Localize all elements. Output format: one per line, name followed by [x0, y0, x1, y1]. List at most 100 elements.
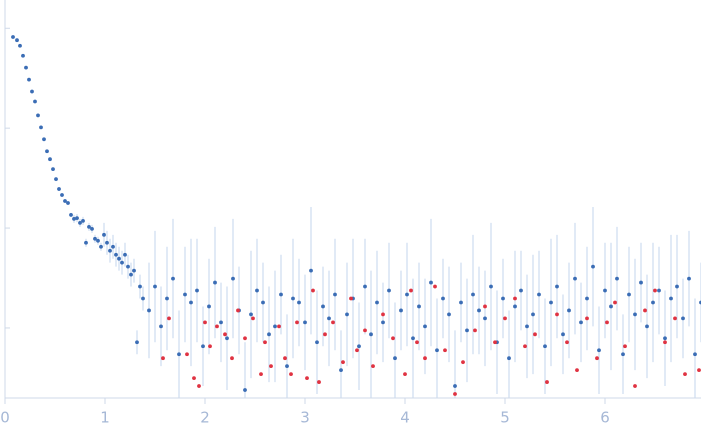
data-point — [595, 356, 599, 361]
data-point — [135, 340, 139, 345]
data-point — [651, 300, 655, 305]
data-point — [207, 304, 211, 309]
data-point — [45, 149, 49, 154]
data-point — [409, 288, 413, 293]
data-point — [197, 384, 201, 388]
data-point — [453, 392, 457, 396]
data-point — [483, 304, 487, 309]
data-point — [681, 316, 685, 321]
data-point — [236, 308, 240, 313]
data-point — [423, 324, 427, 329]
data-point — [355, 348, 359, 353]
data-point — [693, 352, 697, 357]
data-point — [289, 372, 293, 377]
data-point — [545, 380, 549, 384]
data-point — [443, 348, 447, 353]
data-point — [117, 256, 121, 261]
data-point — [415, 340, 419, 345]
data-point — [507, 356, 511, 361]
data-point — [609, 304, 613, 309]
data-point — [249, 312, 253, 317]
data-point — [279, 292, 283, 297]
data-point — [189, 300, 193, 305]
data-point — [591, 264, 595, 269]
data-point — [263, 340, 267, 345]
data-point — [339, 368, 343, 373]
data-point — [375, 300, 379, 305]
data-point — [183, 292, 187, 297]
data-point — [69, 213, 73, 217]
data-point — [345, 312, 349, 317]
data-point — [219, 320, 223, 325]
data-point — [585, 296, 589, 301]
data-point — [615, 276, 619, 281]
data-point — [603, 288, 607, 293]
data-point — [657, 288, 661, 293]
data-point — [33, 99, 37, 104]
data-point — [323, 332, 327, 337]
data-point — [185, 352, 189, 357]
data-point — [653, 288, 657, 293]
data-point — [167, 316, 171, 321]
data-point — [573, 276, 577, 281]
data-point — [315, 340, 319, 345]
data-point — [675, 284, 679, 289]
data-point — [381, 312, 385, 317]
data-point — [633, 312, 637, 317]
data-point — [435, 348, 439, 353]
data-point — [54, 177, 58, 182]
data-point — [93, 236, 97, 241]
data-point — [327, 316, 331, 321]
data-point — [60, 193, 64, 197]
data-point — [381, 320, 385, 325]
data-point — [129, 272, 133, 277]
data-point — [132, 268, 136, 273]
data-point — [403, 372, 407, 377]
data-point — [84, 240, 88, 245]
data-point — [643, 308, 647, 313]
data-point — [177, 352, 181, 357]
data-point — [18, 43, 22, 48]
data-point — [363, 328, 367, 333]
data-point — [208, 344, 212, 349]
data-point — [75, 216, 79, 221]
data-point — [391, 336, 395, 341]
data-point — [321, 304, 325, 309]
data-point — [597, 348, 601, 353]
data-point — [87, 224, 91, 229]
data-point — [561, 332, 565, 337]
data-point — [683, 372, 687, 377]
data-point — [411, 336, 415, 341]
data-point — [231, 276, 235, 281]
data-point — [27, 77, 31, 82]
data-point — [453, 384, 457, 388]
data-point — [39, 125, 43, 130]
data-point — [223, 332, 227, 337]
data-point — [123, 252, 127, 257]
data-point — [429, 280, 433, 285]
data-point — [525, 324, 529, 329]
data-point — [461, 360, 465, 365]
data-point — [317, 380, 321, 384]
data-point — [66, 201, 70, 205]
data-point — [243, 336, 247, 341]
data-point — [513, 296, 517, 301]
data-point — [555, 284, 559, 289]
data-point — [141, 296, 145, 301]
data-point — [473, 328, 477, 333]
data-point — [519, 288, 523, 293]
data-point — [269, 364, 273, 369]
x-tick-label: 2 — [200, 409, 210, 427]
data-point — [575, 368, 579, 373]
data-point — [645, 324, 649, 329]
data-point — [30, 89, 34, 94]
data-point — [387, 288, 391, 293]
data-point — [285, 364, 289, 369]
data-point — [78, 220, 82, 225]
data-point — [331, 320, 335, 325]
data-point — [213, 280, 217, 285]
data-point — [513, 304, 517, 309]
data-point — [255, 288, 259, 293]
data-point — [533, 332, 537, 337]
